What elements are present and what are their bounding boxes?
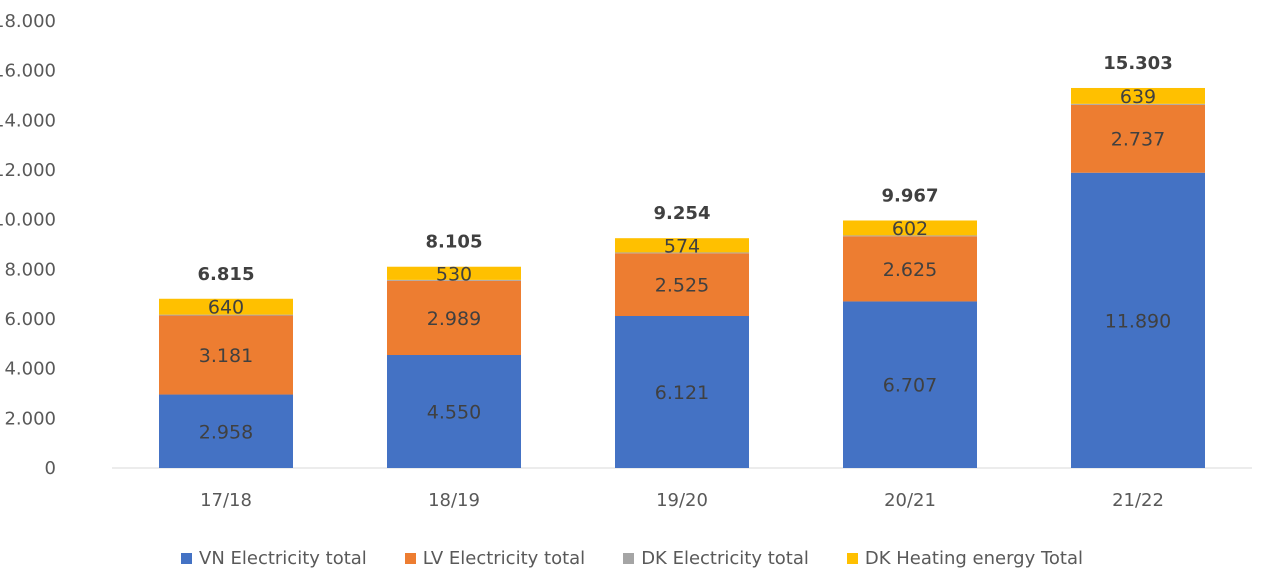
legend-swatch [846,553,858,564]
legend-label: DK Heating energy Total [864,548,1083,569]
bar-segment [1071,172,1205,468]
y-tick-label: 2.000 [4,408,56,429]
total-data-label: 6.815 [198,264,255,285]
y-tick-label: 14.000 [0,110,56,131]
segment-data-label: 3.181 [199,345,253,367]
segment-data-label: 2.737 [1111,129,1165,151]
legend-label: VN Electricity total [199,548,367,569]
y-tick-label: 16.000 [0,61,56,82]
bar-segment [843,301,977,468]
legend-swatch [623,553,635,564]
stacked-bar-chart: 0 2.000 4.000 6.000 8.000 10.000 12.000 14.000 1… [0,11,1252,511]
legend-item: VN Electricity total [181,548,367,569]
bar-segment [1071,87,1205,104]
legend-label: DK Electricity total [641,548,809,569]
segment-data-label: 6.707 [883,375,937,397]
segment-data-label: 4.550 [427,402,481,424]
bar-segment [387,355,521,468]
legend-swatch [181,553,192,564]
bar-segment [843,220,977,236]
y-axis: 0 2.000 4.000 6.000 8.000 10.000 12.000 14.000 1… [0,11,56,479]
bar-segment [159,298,293,315]
bar-segment [1071,103,1205,105]
legend-item: LV Electricity total [404,548,586,569]
legend-item: DK Heating energy Total [846,548,1083,569]
segment-data-label: 11.890 [1105,310,1171,332]
total-data-label: 15.303 [1103,53,1172,74]
segment-data-label: 6.121 [655,382,709,404]
x-tick-label: 19/20 [656,490,708,511]
x-tick-label: 18/19 [428,490,480,511]
segment-data-label: 639 [1120,86,1156,108]
segment-data-label: 2.625 [883,259,937,281]
bars [159,87,1205,468]
legend: VN Electricity total LV Electricity total… [0,548,1264,569]
bar-segment [615,252,749,254]
total-data-label: 8.105 [426,232,483,253]
y-tick-label: 4.000 [4,359,56,380]
bar-segment [615,238,749,253]
y-tick-label: 12.000 [0,160,56,181]
y-tick-label: 0 [45,458,56,479]
legend-swatch [404,553,416,564]
segment-data-label: 574 [664,235,700,257]
bar-segment [615,253,749,316]
x-tick-label: 21/22 [1112,490,1164,511]
x-tick-label: 17/18 [200,490,252,511]
bar-segment [387,266,521,280]
bar-segment [1071,104,1205,173]
segment-data-label: 2.525 [655,275,709,297]
bar-segment [843,236,977,302]
legend-label: LV Electricity total [422,548,586,569]
y-tick-label: 6.000 [4,309,56,330]
bar-segment [615,315,749,468]
bar-segment [159,394,293,468]
segment-data-label: 2.989 [427,308,481,330]
bar-segment [159,314,293,316]
legend-item: DK Electricity total [623,548,809,569]
total-data-label: 9.254 [654,203,711,224]
x-tick-label: 20/21 [884,490,936,511]
segment-data-label: 530 [436,263,472,285]
x-axis: 17/18 18/19 19/20 20/21 21/22 [200,490,1164,511]
segment-data-label: 640 [208,297,244,319]
segment-data-label: 2.958 [199,421,253,443]
bar-segment [387,280,521,356]
bar-segment [159,315,293,395]
total-data-label: 9.967 [882,185,939,206]
segment-data-label: 602 [892,218,928,240]
bar-segment [387,279,521,281]
y-tick-label: 8.000 [4,259,56,280]
bar-segment [843,235,977,237]
y-tick-label: 18.000 [0,11,56,32]
data-labels: 2.958 3.181 640 6.815 4.550 2.989 530 8.105 6.12… [198,53,1173,443]
y-tick-label: 10.000 [0,210,56,231]
